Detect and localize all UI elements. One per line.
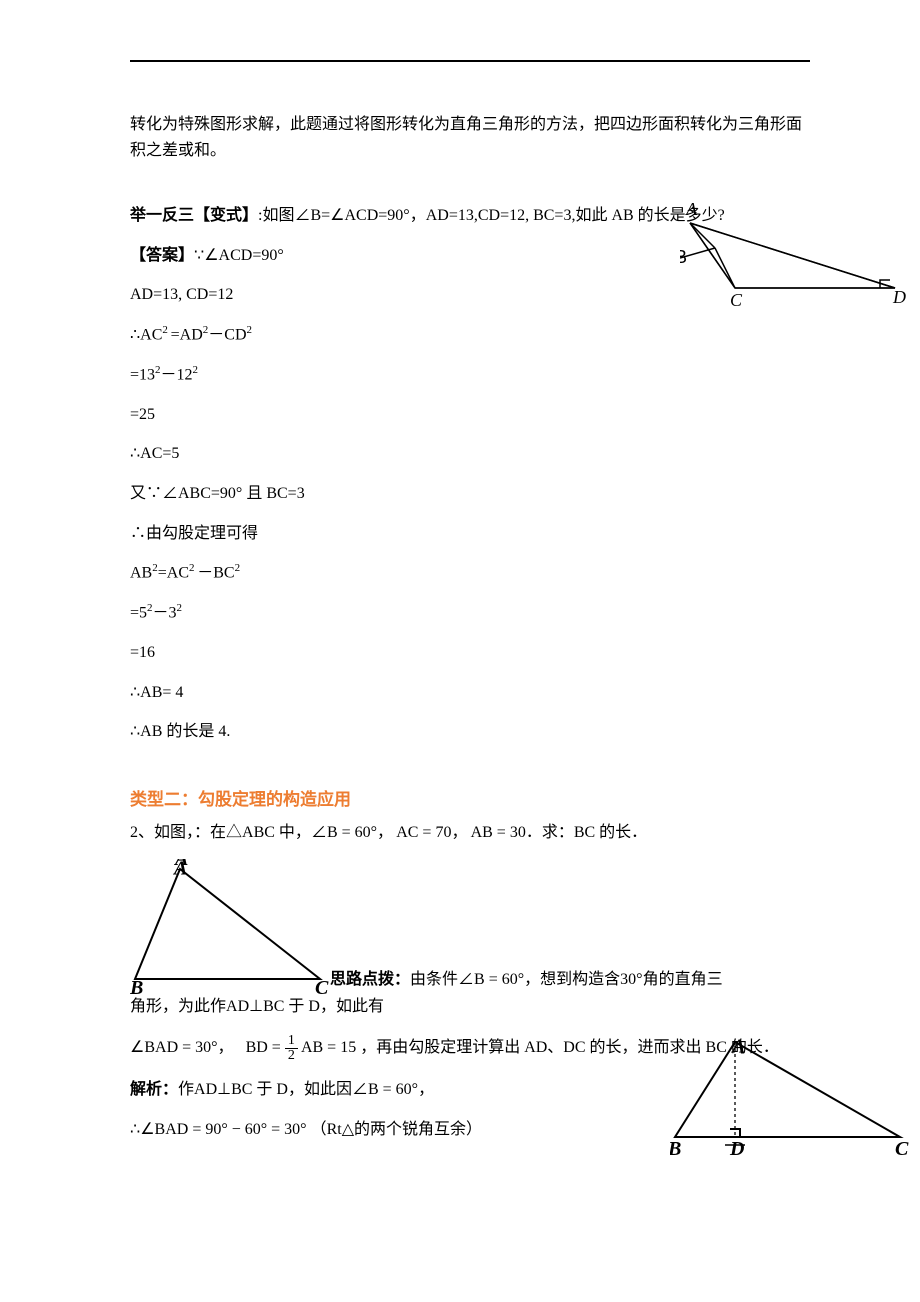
s9c: －BC — [197, 565, 234, 582]
q2-ab: AB = 30 — [471, 824, 526, 841]
bd-eq-pre: BD = — [246, 1039, 281, 1056]
hint-label: 思路点拨： — [330, 971, 410, 988]
s3b: =AD — [171, 326, 203, 343]
s3c: －CD — [208, 326, 246, 343]
hint2-perp: AD⊥BC — [226, 998, 284, 1015]
sol2-eq: ∠BAD = 90° − 60° = 30° — [140, 1121, 306, 1138]
fig1-label-d: D — [892, 287, 906, 307]
intro-paragraph: 转化为特殊图形求解，此题通过将图形转化为直角三角形的方法，把四边形面积转化为三角… — [130, 112, 810, 163]
fig3-label-d: D — [729, 1138, 744, 1157]
sup2-7: 2 — [189, 562, 197, 574]
step-1: ∵∠ACD=90° — [194, 247, 284, 264]
sol2c: 的两个锐角互余） — [354, 1121, 482, 1138]
fig3-label-b: B — [670, 1138, 681, 1157]
fig3-label-a: A — [730, 1037, 745, 1058]
q2-end: ．求：BC 的长． — [526, 824, 647, 841]
step-4: =132－122 — [130, 362, 810, 388]
hint2b: 于 D，如此有 — [288, 998, 384, 1015]
step-3: ∴AC2 =AD2－CD2 — [130, 322, 810, 348]
sup2-10: 2 — [177, 602, 183, 614]
step-7: 又∵∠ABC=90° 且 BC=3 — [130, 481, 810, 507]
s4b: －12 — [161, 366, 193, 383]
sup2-8: 2 — [235, 562, 241, 574]
s9a: AB — [130, 565, 152, 582]
step-9: AB2=AC2 －BC2 — [130, 560, 810, 586]
top-rule — [130, 60, 810, 62]
fig3-label-c: C — [895, 1138, 909, 1157]
variation-label: 举一反三【变式】 — [130, 207, 258, 224]
answer-label: 【答案】 — [130, 247, 194, 264]
s4a: =13 — [130, 366, 155, 383]
hint-1b: ，想到构造含 — [524, 971, 620, 988]
figure-3: A B D C — [670, 1037, 910, 1162]
fig1-label-b: B — [680, 247, 687, 267]
sol-label: 解析： — [130, 1081, 178, 1098]
step-5: =25 — [130, 402, 810, 428]
sup2-5: 2 — [193, 364, 199, 376]
q2-num: 2、如图，：在 — [130, 824, 226, 841]
step-11: =16 — [130, 640, 810, 666]
hint-1-30: 30° — [620, 971, 642, 988]
sol1c: ， — [418, 1081, 434, 1098]
bd-eq-post: AB = 15 — [301, 1039, 356, 1056]
sup2-3: 2 — [247, 324, 253, 336]
s9b: =AC — [158, 565, 189, 582]
figure-2-row: A B C A 思路点拨：由条件∠B = 60°，想到构造含30°角的直角三 — [130, 859, 810, 994]
hint2a: 角形，为此作 — [130, 998, 226, 1015]
figure-2: A B C A — [130, 859, 330, 994]
section-2-title: 类型二：勾股定理的构造应用 — [130, 785, 810, 810]
sol2-rt: Rt△ — [327, 1121, 354, 1138]
svg-text:A: A — [173, 859, 188, 870]
fraction-half: 12 — [285, 1034, 298, 1063]
step-12: ∴AB= 4 — [130, 680, 810, 706]
q2-tri: △ABC — [226, 824, 275, 841]
sol1b: 于 D，如此因 — [256, 1081, 352, 1098]
fig2-label-b: B — [130, 977, 143, 994]
sol2b: （ — [311, 1121, 327, 1138]
s10a: =5 — [130, 604, 147, 621]
fig1-label-c: C — [730, 290, 743, 308]
ang-bad: ∠BAD = 30° — [130, 1039, 218, 1056]
sol2a: ∴ — [130, 1121, 140, 1138]
step-10: =52－32 — [130, 600, 810, 626]
figure-1: A B C D — [680, 193, 910, 313]
q2-ac: AC = 70 — [396, 824, 451, 841]
hint-1c: 角的直角三 — [643, 971, 723, 988]
step-6: ∴AC=5 — [130, 441, 810, 467]
q2-angB: ∠B = 60° — [311, 824, 377, 841]
step-13: ∴AB 的长是 4. — [130, 719, 810, 745]
q2-c2: ， — [451, 824, 467, 841]
q2-c1: ， — [377, 824, 393, 841]
fig2-label-c: C — [315, 977, 329, 994]
sol1-ang: ∠B = 60° — [352, 1081, 418, 1098]
hint-1-ang: ∠B = 60° — [458, 971, 524, 988]
variation-text: :如图∠B=∠ACD=90°，AD=13,CD=12, BC=3,如此 AB 的… — [258, 207, 725, 224]
s10b: －3 — [153, 604, 177, 621]
hint-2: 角形，为此作AD⊥BC 于 D，如此有 — [130, 994, 810, 1020]
sol1a: 作 — [178, 1081, 194, 1098]
hint-1a: 由条件 — [410, 971, 458, 988]
s3a: ∴AC — [130, 326, 162, 343]
problem-2: 2、如图，：在△ABC 中，∠B = 60°， AC = 70， AB = 30… — [130, 820, 810, 846]
fig1-label-a: A — [685, 199, 698, 219]
sol1-perp: AD⊥BC — [194, 1081, 252, 1098]
sup2-1: 2 — [162, 324, 170, 336]
step-8: ∴由勾股定理可得 — [130, 521, 810, 547]
q2-mid1: 中， — [279, 824, 311, 841]
